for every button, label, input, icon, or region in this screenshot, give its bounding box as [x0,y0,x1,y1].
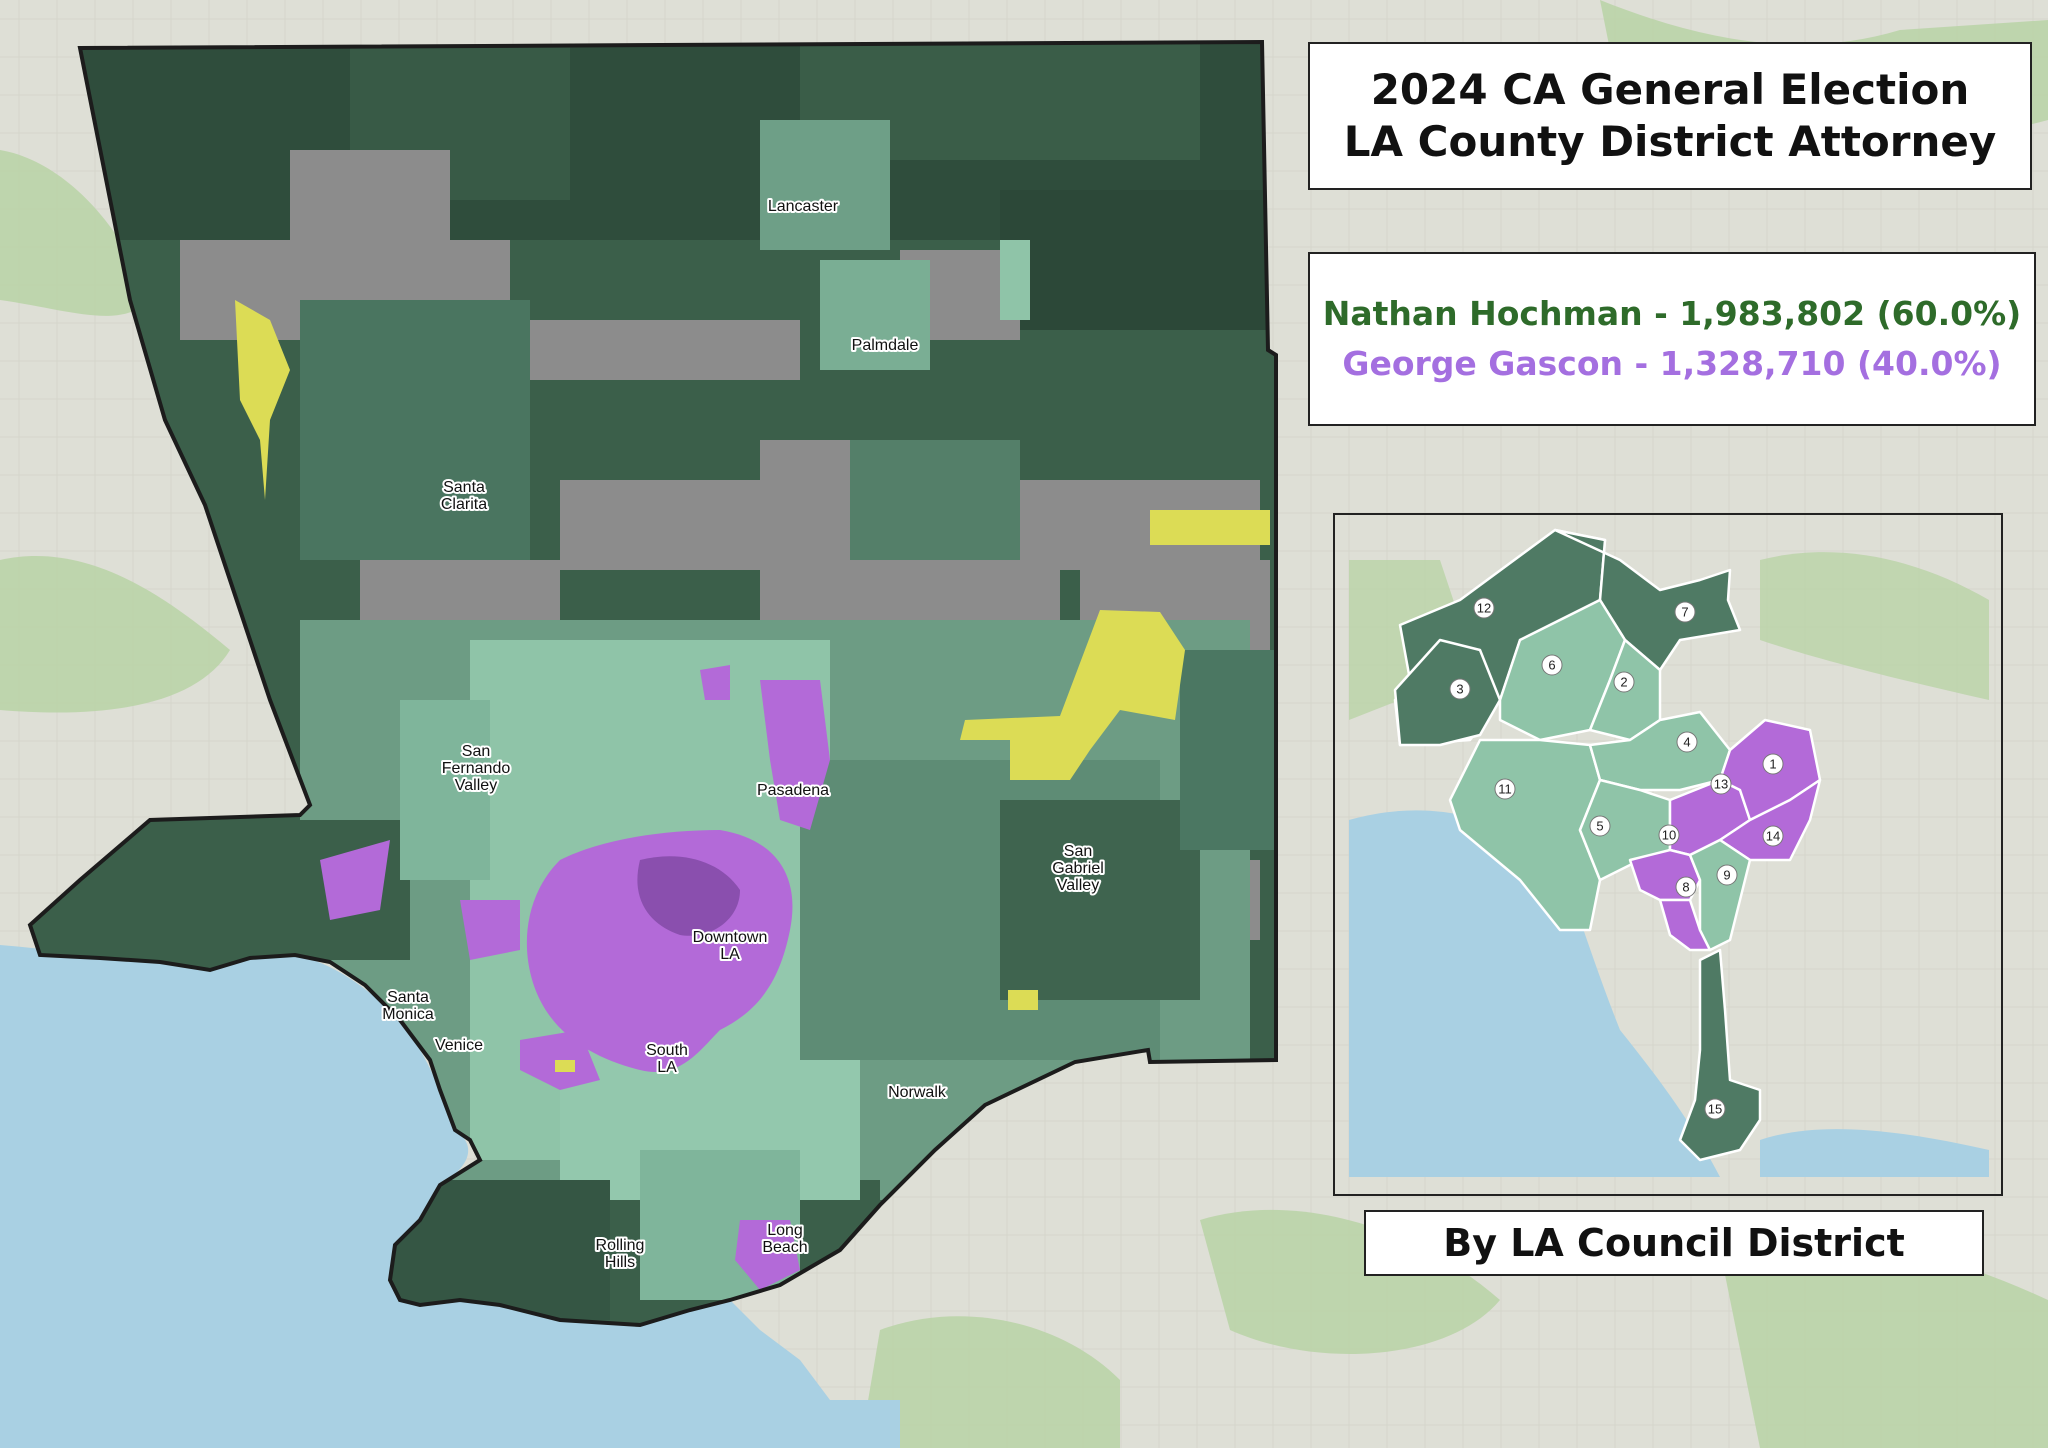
svg-text:1: 1 [1769,757,1776,772]
district-3 [1393,638,1502,747]
svg-text:15: 15 [1708,1102,1722,1117]
district-marker-9: 9 [1716,864,1738,886]
svg-text:7: 7 [1681,605,1688,620]
place-labels: Lancaster Palmdale Santa Clarita San Fernando… [380,196,1106,1273]
place-label-norwalk: Norwalk [888,1084,947,1101]
place-label-rolling-hills: Rolling Hills [596,1237,645,1271]
district-marker-15: 15 [1704,1098,1726,1120]
place-label-lancaster: Lancaster [768,198,839,215]
pacific-ocean [0,945,850,1448]
district-marker-11: 11 [1494,778,1516,800]
inset-frame [1333,513,2003,1196]
svg-text:6: 6 [1548,658,1555,673]
district-marker-12: 12 [1473,597,1495,619]
place-label-pasadena: Pasadena [757,782,829,799]
district-marker-3: 3 [1449,678,1471,700]
title-line-2: LA County District Attorney [1343,117,1997,166]
results-box: Nathan Hochman - 1,983,802 (60.0%) Georg… [1308,252,2036,426]
district-marker-8: 8 [1675,876,1697,898]
district-marker-5: 5 [1589,815,1611,837]
place-label-san-fernando-valley: San Fernando Valley [442,743,511,794]
council-districts [1393,528,1822,1162]
svg-text:14: 14 [1766,829,1780,844]
svg-text:8: 8 [1682,880,1689,895]
district-marker-7: 7 [1674,601,1696,623]
svg-text:4: 4 [1683,735,1690,750]
place-label-south-la: South LA [646,1042,688,1076]
district-marker-4: 4 [1676,731,1698,753]
svg-text:12: 12 [1477,601,1491,616]
result-hochman: Nathan Hochman - 1,983,802 (60.0%) [1322,294,2022,333]
place-label-santa-monica: Santa Monica [382,989,434,1023]
title-box: 2024 CA General Election LA County Distr… [1308,42,2032,190]
district-15 [1678,948,1762,1162]
place-label-santa-clarita: Santa Clarita [441,479,487,513]
svg-text:11: 11 [1498,782,1512,797]
place-label-venice: Venice [435,1037,483,1054]
inset-caption: By LA Council District [1364,1210,1984,1276]
district-marker-1: 1 [1762,753,1784,775]
district-marker-13: 13 [1710,773,1732,795]
svg-text:13: 13 [1714,777,1728,792]
svg-text:3: 3 [1456,682,1463,697]
title-line-1: 2024 CA General Election [1370,65,1970,114]
place-label-san-gabriel-valley: San Gabriel Valley [1052,843,1104,894]
result-gascon: George Gascon - 1,328,710 (40.0%) [1342,344,2002,383]
district-9 [1688,838,1752,952]
svg-text:2: 2 [1620,675,1627,690]
district-marker-14: 14 [1762,825,1784,847]
district-marker-10: 10 [1658,824,1680,846]
district-marker-6: 6 [1541,654,1563,676]
place-label-palmdale: Palmdale [852,337,919,354]
svg-text:9: 9 [1723,868,1730,883]
svg-text:5: 5 [1596,819,1603,834]
place-label-long-beach: Long Beach [762,1222,807,1256]
svg-text:10: 10 [1662,828,1676,843]
place-label-downtown-la: Downtown LA [693,929,768,963]
district-marker-2: 2 [1613,671,1635,693]
county-boundary [27,39,1278,1328]
